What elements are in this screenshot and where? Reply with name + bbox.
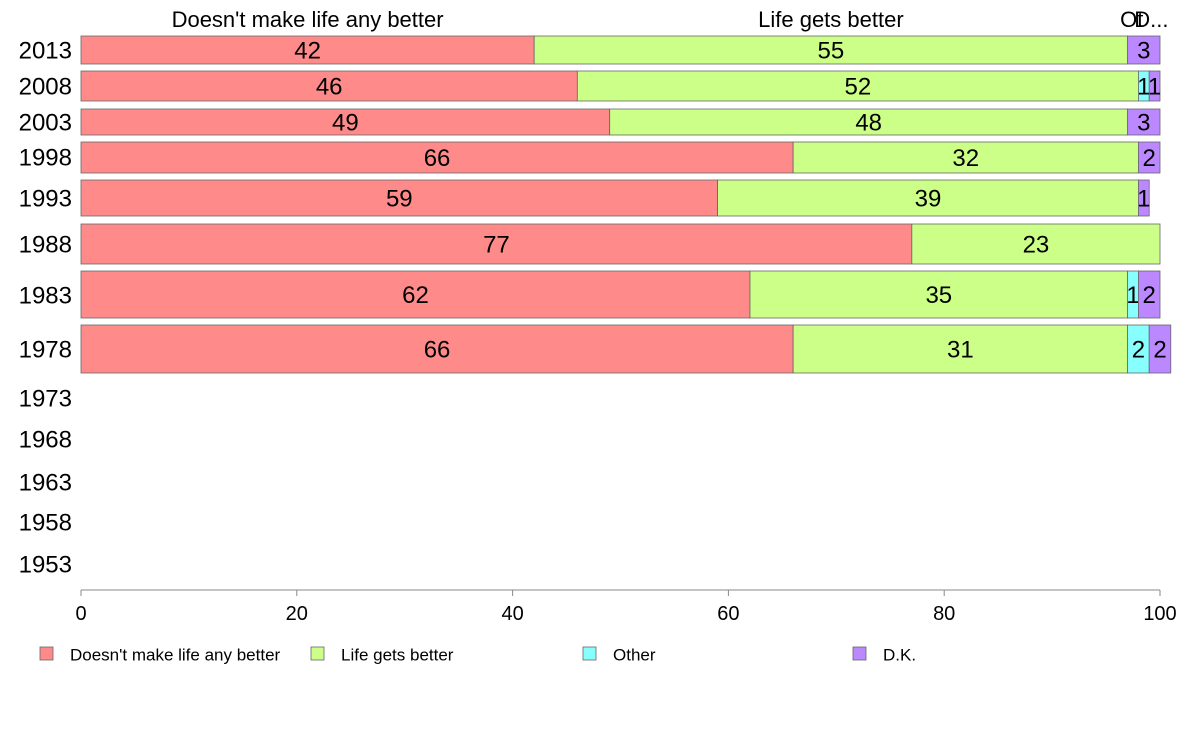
bar-label-1983-life-gets-better: 35 bbox=[925, 282, 952, 309]
column-header-doesnt-make-life-better: Doesn't make life any better bbox=[172, 7, 444, 32]
bar-label-2003-doesn-t-make-life-any-better: 49 bbox=[332, 110, 359, 137]
year-label-1983: 1983 bbox=[19, 283, 72, 310]
bar-label-2008-doesn-t-make-life-any-better: 46 bbox=[316, 74, 343, 101]
bar-label-1983-doesn-t-make-life-any-better: 62 bbox=[402, 282, 429, 309]
bar-1993-life-gets-better bbox=[717, 179, 1139, 217]
bar-2003-doesn-t-make-life-any-better bbox=[80, 108, 611, 136]
year-label-1953: 1953 bbox=[19, 552, 72, 579]
year-label-1968: 1968 bbox=[19, 427, 72, 454]
legend-label-d-k: D.K. bbox=[883, 646, 916, 665]
bar-label-1978-doesn-t-make-life-any-better: 66 bbox=[424, 337, 451, 364]
year-label-2008: 2008 bbox=[19, 74, 72, 101]
column-header-other: Ot bbox=[1120, 7, 1143, 32]
year-label-1958: 1958 bbox=[19, 510, 72, 537]
year-label-1988: 1988 bbox=[19, 232, 72, 259]
bar-2013-life-gets-better bbox=[533, 35, 1129, 65]
legend-label-other: Other bbox=[613, 646, 656, 665]
year-label-2013: 2013 bbox=[19, 38, 72, 65]
bar-label-2003-life-gets-better: 48 bbox=[855, 110, 882, 137]
bar-2013-doesn-t-make-life-any-better bbox=[80, 35, 535, 65]
x-tick-label-100: 100 bbox=[1143, 603, 1176, 625]
bar-1978-doesn-t-make-life-any-better bbox=[80, 324, 794, 374]
bar-label-1993-doesn-t-make-life-any-better: 59 bbox=[386, 186, 413, 213]
x-tick-label-60: 60 bbox=[717, 603, 739, 625]
x-tick-label-80: 80 bbox=[933, 603, 955, 625]
bar-label-1983-d-k: 2 bbox=[1143, 282, 1156, 309]
bar-label-1978-d-k: 2 bbox=[1153, 337, 1166, 364]
bar-label-2003-d-k: 3 bbox=[1137, 110, 1150, 137]
bar-label-1978-other: 2 bbox=[1132, 337, 1145, 364]
x-tick-label-20: 20 bbox=[286, 603, 308, 625]
bar-2008-doesn-t-make-life-any-better bbox=[80, 70, 578, 102]
bar-1983-d-k bbox=[1138, 270, 1161, 319]
bar-label-2008-life-gets-better: 52 bbox=[845, 74, 872, 101]
legend-swatch-life-gets-better bbox=[310, 646, 325, 661]
bar-label-2013-doesn-t-make-life-any-better: 42 bbox=[294, 38, 321, 65]
x-tick-label-40: 40 bbox=[501, 603, 523, 625]
year-label-1978: 1978 bbox=[19, 337, 72, 364]
bar-1993-doesn-t-make-life-any-better bbox=[80, 179, 719, 217]
legend-label-life-gets-better: Life gets better bbox=[341, 646, 454, 665]
legend-swatch-doesn-t-make-life-any-better bbox=[39, 646, 54, 661]
year-label-1973: 1973 bbox=[19, 386, 72, 413]
bar-2003-life-gets-better bbox=[609, 108, 1129, 136]
year-label-1993: 1993 bbox=[19, 186, 72, 213]
bar-label-2008-other: 1 bbox=[1137, 74, 1150, 101]
bar-1998-d-k bbox=[1138, 141, 1161, 174]
column-header-life-gets-better: Life gets better bbox=[758, 7, 904, 32]
legend-swatch-other bbox=[582, 646, 597, 661]
legend-swatch-d-k bbox=[852, 646, 867, 661]
bar-label-1998-doesn-t-make-life-any-better: 66 bbox=[424, 145, 451, 172]
bar-2003-d-k bbox=[1127, 108, 1161, 136]
bar-2008-life-gets-better bbox=[576, 70, 1139, 102]
bar-1983-life-gets-better bbox=[749, 270, 1129, 319]
bar-1978-d-k bbox=[1148, 324, 1172, 374]
year-label-2003: 2003 bbox=[19, 110, 72, 137]
column-header-dk: D... bbox=[1134, 7, 1168, 32]
bar-label-1988-doesn-t-make-life-any-better: 77 bbox=[483, 232, 510, 259]
bar-label-2013-life-gets-better: 55 bbox=[818, 38, 845, 65]
bar-1978-life-gets-better bbox=[792, 324, 1129, 374]
bar-1998-doesn-t-make-life-any-better bbox=[80, 141, 794, 174]
bar-2008-d-k bbox=[1148, 70, 1161, 102]
bar-1993-d-k bbox=[1138, 179, 1150, 217]
bar-label-1983-other: 1 bbox=[1126, 282, 1139, 309]
bar-1983-doesn-t-make-life-any-better bbox=[80, 270, 751, 319]
bar-label-1998-life-gets-better: 32 bbox=[952, 145, 979, 172]
bar-label-1993-life-gets-better: 39 bbox=[915, 186, 942, 213]
x-tick-label-0: 0 bbox=[75, 603, 86, 625]
bar-label-1978-life-gets-better: 31 bbox=[947, 337, 974, 364]
bar-label-2008-d-k: 1 bbox=[1148, 74, 1161, 101]
bar-label-1998-d-k: 2 bbox=[1143, 145, 1156, 172]
bar-1988-life-gets-better bbox=[911, 223, 1161, 265]
bar-2013-d-k bbox=[1127, 35, 1161, 65]
year-label-1998: 1998 bbox=[19, 145, 72, 172]
bar-label-1993-d-k: 1 bbox=[1137, 186, 1150, 213]
bar-label-1988-life-gets-better: 23 bbox=[1023, 232, 1050, 259]
bar-label-2013-d-k: 3 bbox=[1137, 38, 1150, 65]
bar-1988-doesn-t-make-life-any-better bbox=[80, 223, 913, 265]
legend-label-doesn-t-make-life-any-better: Doesn't make life any better bbox=[70, 646, 281, 665]
year-label-1963: 1963 bbox=[19, 470, 72, 497]
